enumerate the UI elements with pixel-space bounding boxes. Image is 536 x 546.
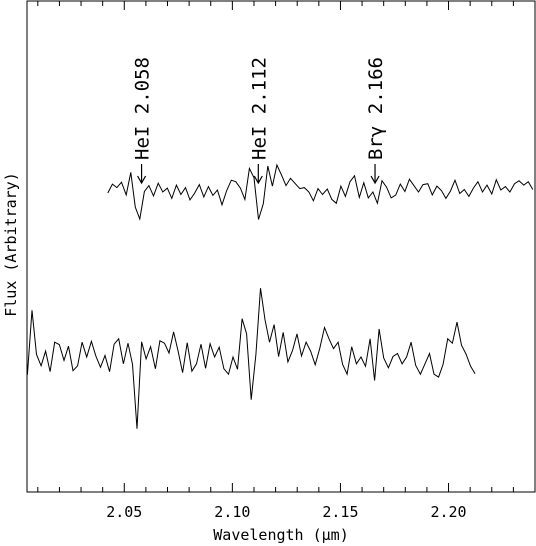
line-annotation: HeI 2.058 (132, 57, 154, 185)
line-annotation: HeI 2.112 (248, 57, 270, 185)
plot-border (26, 0, 536, 493)
x-tick-label: 2.10 (214, 503, 250, 521)
x-tick-label: 2.15 (322, 503, 358, 521)
spectrum-line-1 (107, 163, 534, 221)
series-layer (26, 163, 534, 429)
annotation-label: HeI 2.112 (248, 57, 270, 160)
annotations-layer: HeI 2.058 HeI 2.112 Brγ 2.166 (132, 57, 387, 185)
annotation-arrowhead (253, 175, 263, 185)
line-annotation: Brγ 2.166 (365, 57, 387, 185)
x-axis-label: Wavelength (μm) (213, 526, 348, 544)
x-tick-label: 2.20 (430, 503, 466, 521)
annotation-label: HeI 2.058 (132, 57, 154, 160)
annotation-arrowhead (370, 175, 380, 185)
spectrum-line-2 (26, 288, 476, 429)
annotation-arrowhead (137, 175, 147, 185)
x-tick-label: 2.05 (106, 503, 142, 521)
x-axis-ticks: 2.05 2.10 2.15 2.20 (37, 1, 536, 521)
y-axis-label: Flux (Arbitrary) (2, 172, 20, 317)
annotation-label: Brγ 2.166 (365, 57, 387, 160)
plot-frame (26, 0, 536, 493)
